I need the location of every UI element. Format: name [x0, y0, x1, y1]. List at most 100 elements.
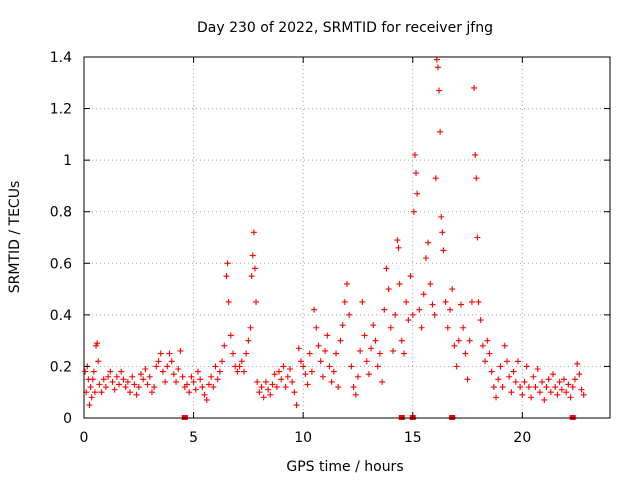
data-point	[453, 363, 460, 370]
data-point	[434, 64, 441, 71]
data-point	[249, 252, 256, 259]
y-axis-label: SRMTID / TECUs	[7, 181, 23, 294]
data-point	[330, 368, 337, 375]
data-point	[436, 87, 443, 94]
data-point	[525, 384, 532, 391]
y-tick-label: 1.2	[50, 102, 72, 118]
data-point	[499, 384, 506, 391]
data-point	[260, 394, 267, 401]
data-point	[177, 347, 184, 354]
data-point	[420, 291, 427, 298]
data-point	[552, 384, 559, 391]
data-point	[381, 306, 388, 313]
data-point	[475, 298, 482, 305]
data-point	[280, 363, 287, 370]
data-point	[447, 306, 454, 313]
x-tick-label: 5	[189, 430, 198, 446]
data-point	[262, 378, 269, 385]
data-point	[411, 151, 418, 158]
data-point	[413, 170, 420, 177]
data-point	[89, 376, 96, 383]
data-point	[324, 332, 331, 339]
data-point	[335, 384, 342, 391]
data-point	[359, 298, 366, 305]
data-point	[431, 311, 438, 318]
data-point	[482, 358, 489, 365]
data-point	[225, 298, 232, 305]
data-point	[240, 368, 247, 375]
data-point	[514, 358, 521, 365]
data-point	[184, 381, 191, 388]
data-point	[88, 394, 95, 401]
data-point	[449, 286, 456, 293]
data-point	[394, 237, 401, 244]
x-axis-label: GPS time / hours	[286, 459, 403, 475]
data-point	[289, 378, 296, 385]
data-point	[282, 384, 289, 391]
data-point	[188, 373, 195, 380]
data-point	[291, 389, 298, 396]
data-point	[569, 384, 576, 391]
data-point	[164, 363, 171, 370]
data-point	[175, 366, 182, 373]
data-point	[304, 381, 311, 388]
data-point	[560, 376, 567, 383]
data-point	[186, 389, 193, 396]
data-point	[124, 378, 131, 385]
data-point	[510, 368, 517, 375]
data-point	[157, 350, 164, 357]
data-point	[385, 286, 392, 293]
data-point	[541, 396, 548, 403]
data-point	[414, 190, 421, 197]
data-point	[214, 376, 221, 383]
data-point	[398, 337, 405, 344]
data-point	[216, 368, 223, 375]
data-point	[137, 371, 144, 378]
data-point	[254, 378, 261, 385]
data-point	[219, 358, 226, 365]
data-point	[86, 402, 93, 409]
data-point	[460, 324, 467, 331]
data-point	[190, 378, 197, 385]
data-point	[547, 389, 554, 396]
data-point	[129, 373, 136, 380]
data-point	[102, 384, 109, 391]
data-point	[133, 391, 140, 398]
data-point	[370, 322, 377, 329]
data-point	[148, 389, 155, 396]
data-point	[98, 389, 105, 396]
data-point	[153, 363, 160, 370]
data-point	[326, 363, 333, 370]
data-point	[567, 394, 574, 401]
data-point	[95, 358, 102, 365]
data-point	[444, 324, 451, 331]
data-point	[142, 366, 149, 373]
x-tick-label: 10	[294, 430, 312, 446]
data-point	[293, 402, 300, 409]
data-point	[287, 366, 294, 373]
data-point	[501, 342, 508, 349]
data-point	[486, 350, 493, 357]
data-point	[495, 376, 502, 383]
data-point	[236, 363, 243, 370]
data-point	[558, 386, 565, 393]
data-point	[407, 273, 414, 280]
data-point	[93, 342, 100, 349]
data-point	[194, 368, 201, 375]
data-point	[374, 363, 381, 370]
data-point	[339, 322, 346, 329]
data-point	[197, 376, 204, 383]
data-point	[308, 368, 315, 375]
data-point	[297, 358, 304, 365]
data-point	[521, 378, 528, 385]
data-point	[127, 389, 134, 396]
data-point	[409, 311, 416, 318]
data-point	[416, 306, 423, 313]
data-point	[396, 280, 403, 287]
data-point	[273, 384, 280, 391]
data-point	[199, 384, 206, 391]
data-point	[328, 378, 335, 385]
data-point	[462, 350, 469, 357]
data-point	[563, 389, 570, 396]
data-point	[276, 368, 283, 375]
